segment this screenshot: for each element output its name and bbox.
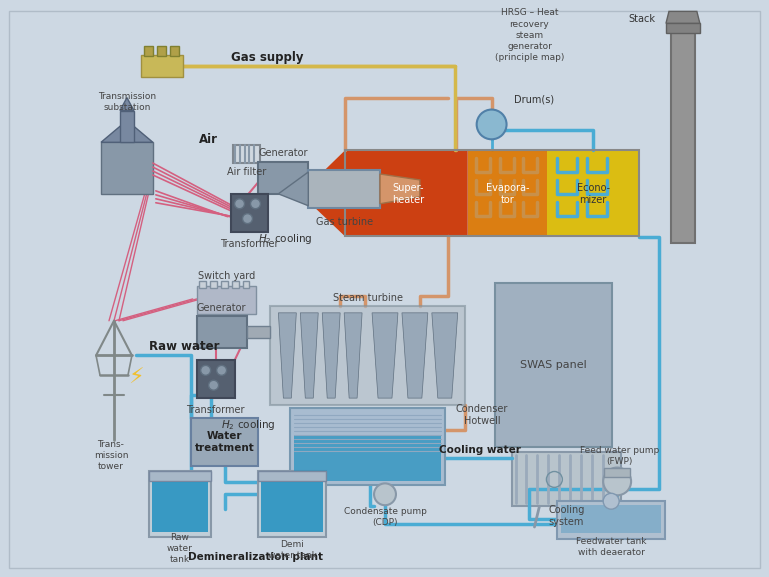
Text: Feedwater tank
with deaerator: Feedwater tank with deaerator [576,537,647,557]
Circle shape [603,467,631,495]
Bar [231,281,238,288]
Bar [221,281,228,288]
Text: HRSG – Heat
recovery
steam
generator
(principle map): HRSG – Heat recovery steam generator (pr… [494,9,564,62]
Polygon shape [666,12,700,23]
Circle shape [374,484,396,505]
Polygon shape [432,313,458,398]
Bar [151,482,208,532]
Bar [197,316,247,347]
Polygon shape [322,313,340,398]
Bar [170,46,178,56]
Bar [258,471,326,481]
Text: Generator: Generator [197,303,246,313]
Circle shape [217,365,227,375]
Text: $H_2$ cooling: $H_2$ cooling [221,418,276,432]
Text: Gas supply: Gas supply [231,51,303,65]
Bar [494,283,612,447]
Text: Super-
heater: Super- heater [392,183,424,205]
Bar [120,111,134,143]
Circle shape [251,199,261,209]
Text: Demi
water tank: Demi water tank [268,539,317,560]
Circle shape [235,199,245,209]
Bar [258,471,326,537]
Bar [558,501,665,539]
Bar [247,326,271,338]
Text: $H_2$ cooling: $H_2$ cooling [258,233,313,246]
Text: Evapora-
tor: Evapora- tor [486,183,529,205]
Text: Econo-
mizer: Econo- mizer [577,183,610,205]
Text: Raw water: Raw water [149,340,219,353]
Circle shape [201,365,211,375]
Bar [197,286,257,314]
Text: ⚡: ⚡ [128,368,144,388]
Bar [548,150,639,237]
Bar [231,194,268,231]
Polygon shape [372,313,398,398]
Text: Cooling water: Cooling water [439,445,521,455]
Text: Raw
water
tank: Raw water tank [167,533,193,564]
Polygon shape [380,174,420,204]
Polygon shape [345,313,362,398]
Polygon shape [101,121,153,143]
Bar [468,150,548,237]
Text: Air filter: Air filter [227,167,266,177]
Bar [157,46,166,56]
Text: Drum(s): Drum(s) [514,95,554,104]
Polygon shape [301,313,318,398]
Circle shape [242,213,252,224]
Text: Transmission
substation: Transmission substation [98,92,156,112]
Text: Switch yard: Switch yard [198,271,255,281]
Bar [291,408,444,485]
Bar [308,170,380,208]
Text: Stack: Stack [628,14,655,24]
Bar [232,145,261,163]
Bar [149,471,211,481]
Text: Condenser
Hotwell: Condenser Hotwell [456,404,508,426]
Text: SWAS panel: SWAS panel [520,361,587,370]
Text: Cooling
system: Cooling system [548,505,584,527]
Bar [671,25,695,243]
Text: Feed water pump
(FWP): Feed water pump (FWP) [580,445,659,466]
Text: Condensate pump
(CDP): Condensate pump (CDP) [344,507,427,527]
Circle shape [477,110,507,139]
Bar [242,281,249,288]
Text: Transformer: Transformer [186,405,245,415]
Bar [271,306,464,405]
Bar [604,467,630,477]
Text: Trans-
mission
tower: Trans- mission tower [94,440,128,471]
Bar [141,55,183,77]
Bar [345,150,639,237]
Bar [561,505,661,533]
Text: Steam turbine: Steam turbine [333,293,403,303]
Polygon shape [301,150,468,237]
Bar [511,452,621,506]
Text: Transformer: Transformer [220,239,278,249]
Text: Demineralization plant: Demineralization plant [188,552,323,562]
Bar [666,23,700,33]
Bar [261,482,323,532]
Polygon shape [278,172,308,206]
Text: Water
treatment: Water treatment [195,430,255,453]
Text: Generator: Generator [258,148,308,158]
Bar [258,162,308,194]
Circle shape [208,380,218,390]
Bar [149,471,211,537]
Polygon shape [402,313,428,398]
Text: Air: Air [198,133,218,146]
Bar [144,46,153,56]
Bar [191,418,258,466]
Bar [295,435,441,481]
Bar [197,361,235,398]
Bar [198,281,205,288]
Polygon shape [120,98,134,111]
Circle shape [603,493,619,509]
Text: Gas turbine: Gas turbine [315,216,373,227]
Polygon shape [278,313,296,398]
Bar [101,143,153,194]
Bar [210,281,217,288]
